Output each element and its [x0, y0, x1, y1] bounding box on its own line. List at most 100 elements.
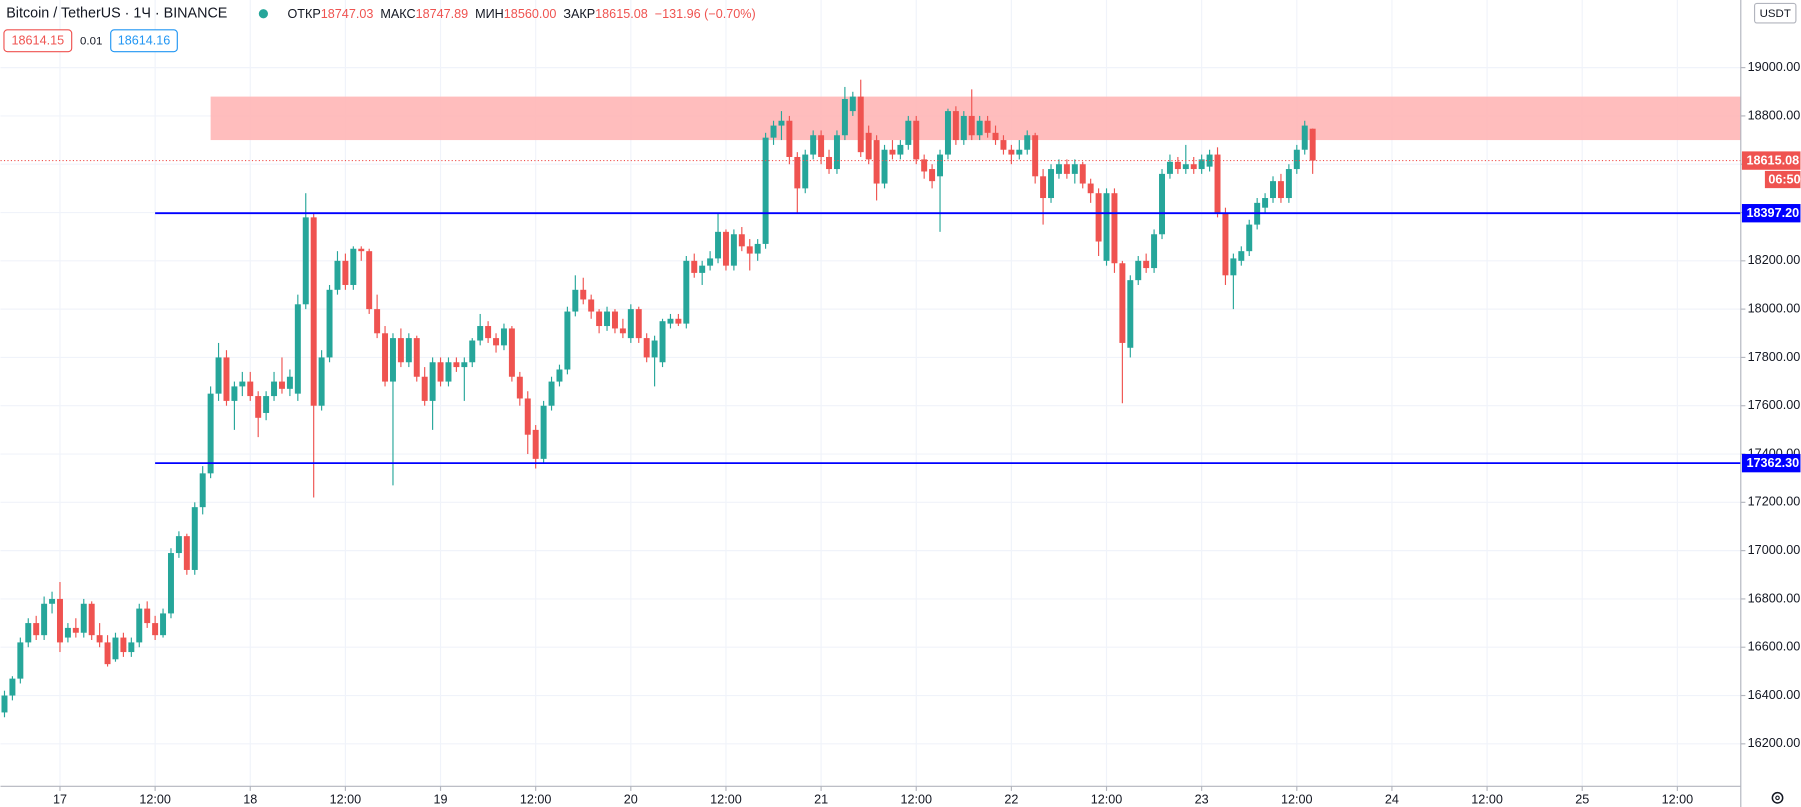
candle-body — [715, 231, 722, 259]
candle-body — [382, 333, 389, 382]
candle-body — [627, 309, 634, 339]
y-tick-label: 16400.00 — [1748, 688, 1801, 702]
candle-body — [968, 115, 975, 136]
settings-gear[interactable] — [1771, 791, 1784, 804]
candle-body — [112, 637, 119, 660]
candle-body — [358, 248, 365, 252]
candle-body — [952, 111, 959, 141]
candle-body — [485, 326, 492, 339]
candle-body — [683, 260, 690, 324]
candle-body — [136, 608, 143, 643]
candle-body — [1119, 263, 1126, 343]
candle-body — [707, 258, 714, 266]
candle-body — [1293, 149, 1300, 170]
candle-body — [160, 613, 167, 636]
candle-body — [889, 149, 896, 155]
candle-body — [429, 362, 436, 401]
bid-price[interactable]: 18614.15 — [12, 34, 65, 48]
candle-body — [1190, 164, 1197, 170]
candle-body — [1262, 198, 1269, 208]
candle-body — [310, 217, 317, 406]
candle-body — [413, 338, 420, 377]
candle-body — [762, 137, 769, 244]
last-price-box — [1741, 151, 1801, 170]
candle-body — [564, 311, 571, 370]
candle-body — [1270, 181, 1277, 199]
candle-body — [1063, 164, 1070, 174]
candle-body — [944, 111, 951, 155]
candle-body — [405, 338, 412, 363]
candle-body — [818, 135, 825, 157]
candle-body — [215, 357, 222, 394]
ohlc-header: ОТКР18747.03 МАКС18747.89 МИН18560.00 ЗА… — [288, 7, 756, 21]
y-tick-label: 16800.00 — [1748, 591, 1801, 605]
candle-body — [453, 362, 460, 368]
candle-body — [64, 627, 71, 638]
candle-body — [302, 217, 309, 305]
candle-body — [1000, 140, 1007, 150]
candle-body — [786, 120, 793, 157]
x-tick-label: 12:00 — [520, 792, 552, 806]
candle-body — [342, 260, 349, 285]
candle-body — [905, 120, 912, 145]
candle-body — [730, 234, 737, 266]
candle-body — [1285, 169, 1292, 199]
candle-body — [96, 635, 103, 643]
candle-body — [152, 623, 159, 636]
currency[interactable]: USDT — [1760, 8, 1791, 20]
candle-body — [937, 154, 944, 177]
low-label: МИН — [475, 7, 504, 21]
y-tick-label: 16200.00 — [1748, 736, 1801, 750]
sell-box[interactable] — [3, 29, 73, 53]
candle-body — [746, 246, 753, 254]
candle-body — [1016, 149, 1023, 155]
candle-body — [25, 623, 32, 643]
candle-body — [1159, 173, 1166, 235]
high-value: 18747.89 — [416, 7, 469, 21]
market-status-dot — [258, 9, 268, 19]
candle-body — [635, 309, 642, 339]
candle-body — [41, 603, 48, 636]
candle-body — [921, 159, 928, 172]
candle-body — [461, 362, 468, 368]
candle-body — [199, 473, 206, 508]
close-label: ЗАКР — [563, 7, 595, 21]
settings-icon[interactable] — [1771, 791, 1784, 804]
candle-body — [508, 328, 515, 377]
candle-body — [278, 381, 285, 389]
candle-body — [659, 321, 666, 363]
candle-body — [913, 120, 920, 160]
candle-body — [318, 357, 325, 406]
candle-body — [167, 553, 174, 614]
resistance-zone — [210, 96, 1741, 141]
candle-body — [17, 642, 24, 679]
axes: 16200.00 16400.00 16600.00 16800.00 17000.00… — [53, 60, 1801, 806]
candle-body — [881, 149, 888, 184]
x-tick-label: 12:00 — [710, 792, 742, 806]
candle-body — [738, 234, 745, 247]
candle-body — [493, 338, 500, 346]
x-tick-label: 20 — [624, 792, 638, 806]
symbol-title: Bitcoin / TetherUS · 1Ч · BINANCE — [6, 6, 227, 22]
candle-body — [183, 536, 190, 570]
candle-body — [397, 338, 404, 363]
countdown-box — [1764, 170, 1801, 189]
settings-gear-center[interactable] — [1775, 795, 1780, 801]
ask-price[interactable]: 18614.16 — [118, 34, 171, 48]
candle-body — [540, 405, 547, 459]
x-tick-label: 12:00 — [139, 792, 171, 806]
candle-body — [88, 603, 95, 636]
candle-body — [588, 299, 595, 312]
candle-body — [556, 369, 563, 382]
candle-body — [421, 376, 428, 401]
candle-body — [1151, 234, 1158, 269]
y-tick-label: 16600.00 — [1748, 640, 1801, 654]
buy-box[interactable] — [110, 29, 178, 53]
candle-body — [1166, 161, 1173, 174]
candle-body — [699, 265, 706, 273]
x-tick-label: 12:00 — [330, 792, 362, 806]
y-tick-label: 18000.00 — [1748, 301, 1801, 315]
y-tick-label: 17000.00 — [1748, 543, 1801, 557]
currency-box[interactable] — [1753, 2, 1797, 24]
